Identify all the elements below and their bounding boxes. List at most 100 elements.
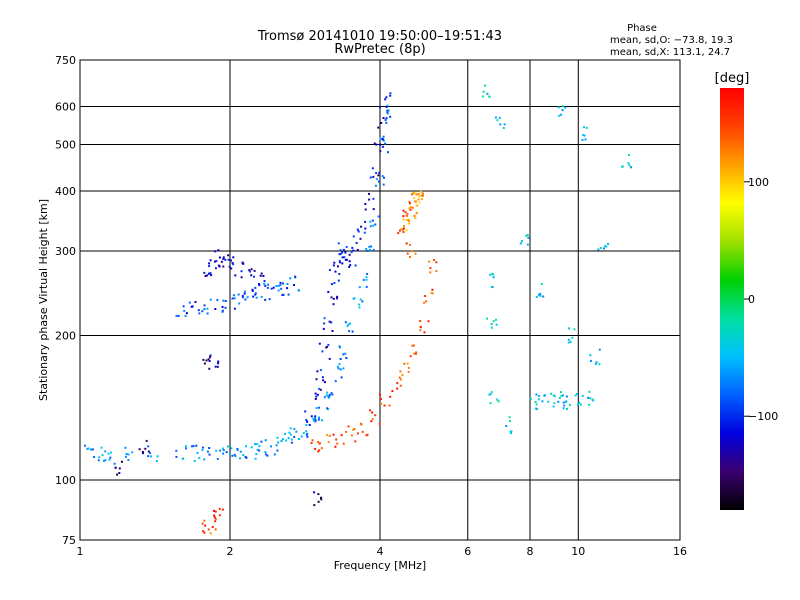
- data-point: [369, 176, 372, 179]
- data-point: [414, 191, 417, 194]
- data-point: [279, 284, 282, 286]
- data-point: [574, 394, 577, 397]
- data-point: [204, 275, 207, 277]
- data-point: [221, 310, 224, 313]
- data-point: [365, 285, 368, 288]
- data-point: [318, 387, 321, 390]
- data-point: [429, 267, 432, 269]
- data-point: [435, 261, 438, 264]
- data-point: [207, 358, 210, 361]
- data-point: [260, 440, 263, 443]
- data-point: [356, 248, 359, 251]
- data-point: [290, 441, 293, 444]
- colorbar-tick-label: 100: [748, 176, 769, 189]
- data-point: [248, 269, 251, 272]
- data-point: [423, 331, 426, 334]
- data-point: [364, 227, 367, 230]
- data-point: [388, 404, 391, 407]
- data-point: [224, 306, 227, 309]
- data-point: [127, 459, 130, 462]
- data-point: [324, 381, 326, 384]
- data-point: [583, 134, 586, 137]
- data-point: [183, 309, 186, 312]
- data-point: [435, 270, 438, 273]
- data-point: [293, 284, 295, 286]
- data-point: [241, 262, 244, 265]
- data-point: [509, 430, 512, 433]
- data-point: [213, 509, 215, 512]
- data-point: [232, 294, 235, 297]
- data-point: [285, 439, 288, 442]
- data-point: [306, 435, 309, 438]
- data-point: [562, 407, 565, 410]
- data-point: [221, 508, 224, 511]
- data-point: [201, 449, 204, 452]
- y-tick-label: 400: [55, 185, 76, 198]
- data-point: [482, 90, 485, 93]
- data-point: [372, 175, 375, 178]
- data-point: [417, 198, 420, 201]
- data-point: [120, 460, 123, 463]
- data-point: [150, 455, 152, 458]
- data-point: [420, 198, 423, 201]
- data-point: [222, 299, 225, 302]
- data-point: [405, 242, 408, 245]
- data-point: [348, 260, 351, 263]
- data-point: [263, 282, 266, 285]
- stats-line-o: mean, sd,O: −73.8, 19.3: [610, 35, 733, 46]
- data-point: [86, 447, 89, 450]
- data-point: [337, 265, 339, 268]
- data-point: [370, 420, 373, 423]
- data-point: [227, 445, 229, 448]
- data-point: [541, 400, 544, 403]
- data-point: [348, 253, 351, 256]
- data-point: [108, 458, 111, 461]
- data-point: [195, 444, 198, 447]
- data-point: [222, 452, 225, 455]
- data-point: [490, 323, 493, 325]
- data-point: [379, 393, 381, 396]
- data-point: [338, 345, 341, 348]
- data-point: [293, 435, 296, 438]
- data-point: [386, 111, 389, 114]
- data-point: [576, 393, 578, 395]
- data-point: [383, 176, 385, 179]
- data-point: [279, 281, 282, 284]
- data-point: [202, 530, 204, 532]
- data-point: [398, 376, 401, 379]
- data-point: [591, 398, 594, 401]
- data-point: [205, 359, 208, 362]
- data-point: [588, 403, 591, 406]
- data-point: [411, 206, 414, 209]
- data-point: [384, 98, 387, 101]
- data-point: [258, 445, 261, 448]
- data-point: [411, 344, 414, 347]
- data-point: [298, 438, 300, 440]
- data-point: [399, 370, 402, 373]
- data-point: [141, 451, 144, 453]
- data-point: [312, 419, 315, 422]
- data-point: [598, 348, 601, 351]
- data-point: [371, 411, 374, 414]
- data-point: [535, 407, 538, 410]
- data-point: [203, 519, 206, 522]
- data-point: [359, 298, 362, 301]
- data-point: [414, 352, 417, 355]
- data-point: [381, 145, 384, 148]
- data-point: [242, 296, 244, 299]
- data-point: [277, 441, 280, 444]
- data-point: [406, 362, 409, 365]
- data-point: [290, 438, 293, 441]
- data-point: [317, 418, 320, 421]
- data-point: [361, 430, 364, 433]
- data-point: [206, 312, 209, 315]
- data-point: [567, 341, 570, 344]
- data-point: [87, 447, 90, 450]
- data-point: [218, 507, 221, 510]
- data-point: [508, 420, 511, 423]
- data-point: [222, 256, 225, 259]
- data-point: [206, 450, 209, 453]
- data-point: [404, 211, 407, 214]
- data-point: [406, 252, 409, 255]
- data-point: [351, 330, 354, 333]
